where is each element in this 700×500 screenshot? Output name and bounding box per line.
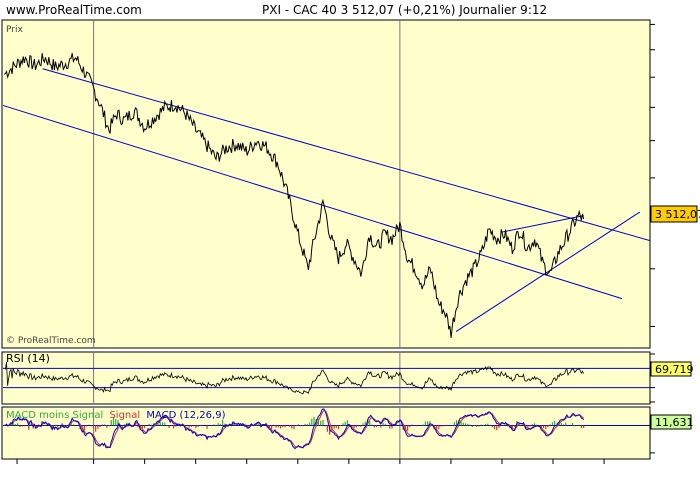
- trendline-2: [455, 211, 641, 332]
- macd-panel: [1, 406, 651, 460]
- macd-line: [4, 408, 585, 450]
- price-badge: 3 512,07: [655, 208, 700, 221]
- site-label: www.ProRealTime.com: [6, 3, 142, 17]
- rsi-badge: 69,719: [655, 363, 694, 376]
- chart-title: PXI - CAC 40 3 512,07 (+0,21%) Journalie…: [262, 3, 547, 17]
- trendline-0: [42, 68, 651, 242]
- rsi-badge-box: [650, 361, 692, 377]
- trendline-3: [501, 215, 584, 233]
- price-series-line: [4, 53, 585, 338]
- macd-panel-label: MACD moins Signal Signal MACD (12,26,9): [6, 410, 226, 421]
- price-badge-box: [650, 205, 698, 223]
- macd-badge-box: [650, 414, 692, 430]
- rsi-line: [5, 362, 584, 395]
- trendline-1: [2, 104, 623, 300]
- price-panel-label: Prix: [6, 25, 23, 35]
- watermark: © ProRealTime.com: [6, 336, 96, 346]
- price-panel: [1, 19, 651, 349]
- rsi-panel-label: RSI (14): [6, 352, 50, 365]
- rsi-panel: [1, 351, 651, 405]
- macd-hist-label: MACD moins Signal: [6, 410, 103, 421]
- macd-badge: 11,631: [655, 416, 694, 429]
- signal-label: Signal: [109, 410, 140, 421]
- macd-label: MACD (12,26,9): [146, 410, 225, 421]
